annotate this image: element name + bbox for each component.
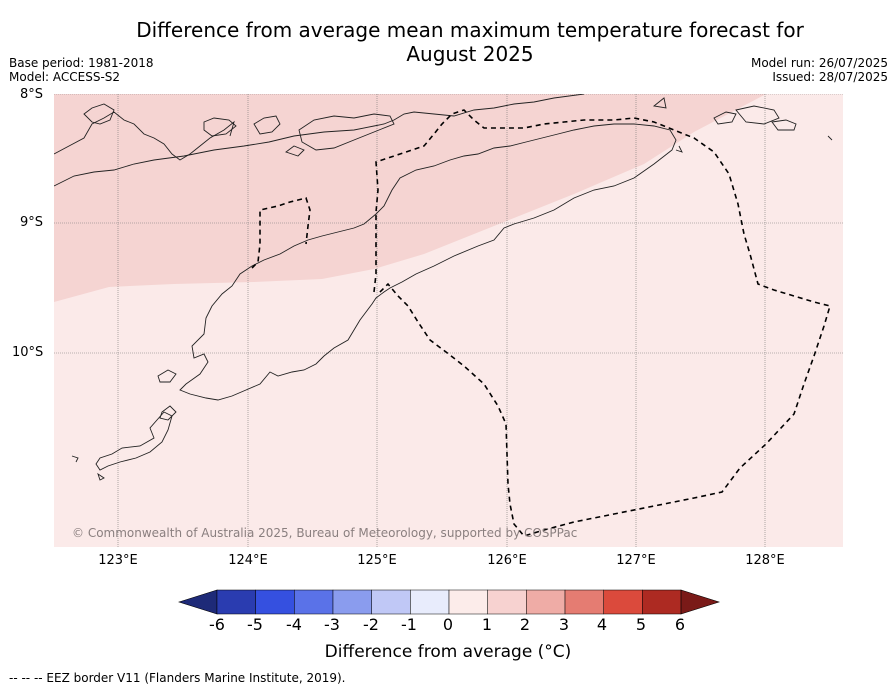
coastlines bbox=[54, 94, 833, 481]
colorbar-tick: 1 bbox=[481, 615, 493, 634]
colorbar-bin bbox=[487, 589, 527, 615]
copyright-notice: © Commonwealth of Australia 2025, Bureau… bbox=[72, 526, 578, 540]
colorbar-tick: -2 bbox=[363, 615, 379, 634]
colorbar-segments bbox=[178, 589, 720, 615]
lon-label-127e: 127°E bbox=[616, 553, 656, 568]
lon-label-125e: 125°E bbox=[357, 553, 397, 568]
lat-label-9s: 9°S bbox=[20, 215, 44, 230]
lon-label-128e: 128°E bbox=[745, 553, 785, 568]
colorbar-bin bbox=[294, 589, 334, 615]
title-line-2: August 2025 bbox=[406, 42, 534, 66]
map-title: Difference from average mean maximum tem… bbox=[110, 18, 830, 66]
lat-label-8s: 8°S bbox=[20, 87, 44, 102]
lat-label-10s: 10°S bbox=[12, 345, 44, 360]
colorbar-bin bbox=[216, 589, 256, 615]
meta-left: Base period: 1981-2018 Model: ACCESS-S2 bbox=[9, 56, 154, 84]
issued-date: Issued: 28/07/2025 bbox=[772, 70, 888, 84]
eez-legend-note: -- -- -- EEZ border V11 (Flanders Marine… bbox=[9, 671, 346, 685]
colorbar-tick: 0 bbox=[442, 615, 454, 634]
eez-border bbox=[251, 109, 832, 537]
lon-label-126e: 126°E bbox=[487, 553, 527, 568]
title-line-1: Difference from average mean maximum tem… bbox=[136, 18, 804, 42]
colorbar-bin bbox=[448, 589, 488, 615]
colorbar-bin bbox=[603, 589, 643, 615]
colorbar-tick: -4 bbox=[286, 615, 302, 634]
colorbar-tick: 5 bbox=[635, 615, 647, 634]
anomaly-band-1-to-2 bbox=[54, 94, 766, 302]
colorbar-label: Difference from average (°C) bbox=[324, 642, 572, 662]
colorbar-tick: -5 bbox=[247, 615, 263, 634]
colorbar-extend-high bbox=[680, 589, 720, 615]
colorbar-bin bbox=[371, 589, 411, 615]
graticule bbox=[54, 94, 843, 547]
lon-label-124e: 124°E bbox=[228, 553, 268, 568]
colorbar-tick: 6 bbox=[674, 615, 686, 634]
colorbar-tick: 4 bbox=[596, 615, 608, 634]
colorbar-bin bbox=[642, 589, 682, 615]
colorbar-tick: -1 bbox=[401, 615, 417, 634]
colorbar-bin bbox=[255, 589, 295, 615]
meta-right: Model run: 26/07/2025 Issued: 28/07/2025 bbox=[751, 56, 888, 84]
colorbar-tick: -6 bbox=[209, 615, 225, 634]
forecast-map bbox=[54, 94, 843, 547]
lon-label-123e: 123°E bbox=[98, 553, 138, 568]
model-run: Model run: 26/07/2025 bbox=[750, 56, 888, 70]
colorbar-bin bbox=[564, 589, 604, 615]
colorbar-tick: -3 bbox=[324, 615, 340, 634]
colorbar-extend-low bbox=[178, 589, 218, 615]
colorbar bbox=[178, 589, 720, 615]
colorbar-bin bbox=[526, 589, 566, 615]
colorbar-tick: 2 bbox=[519, 615, 531, 634]
colorbar-tick: 3 bbox=[558, 615, 570, 634]
model-name: Model: ACCESS-S2 bbox=[9, 70, 121, 84]
colorbar-bin bbox=[332, 589, 372, 615]
base-period: Base period: 1981-2018 bbox=[9, 56, 154, 70]
colorbar-bin bbox=[410, 589, 450, 615]
